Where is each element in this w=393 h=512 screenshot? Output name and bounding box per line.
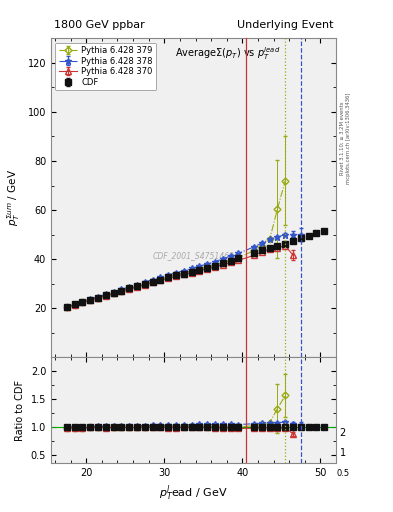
Text: 0.5: 0.5 xyxy=(336,469,349,478)
Legend: Pythia 6.428 379, Pythia 6.428 378, Pythia 6.428 370, CDF: Pythia 6.428 379, Pythia 6.428 378, Pyth… xyxy=(55,42,156,90)
X-axis label: $p_T^{l}$ead / GeV: $p_T^{l}$ead / GeV xyxy=(159,484,228,503)
Text: Underlying Event: Underlying Event xyxy=(237,20,333,30)
Text: Average$\Sigma(p_T)$ vs $p_T^{lead}$: Average$\Sigma(p_T)$ vs $p_T^{lead}$ xyxy=(175,45,281,61)
Text: 1800 GeV ppbar: 1800 GeV ppbar xyxy=(54,20,145,30)
Text: CDF_2001_S4751469: CDF_2001_S4751469 xyxy=(152,251,235,260)
Text: mcplots.cern.ch [arXiv:1306.3436]: mcplots.cern.ch [arXiv:1306.3436] xyxy=(347,93,351,184)
Text: 1: 1 xyxy=(340,448,346,458)
Text: Rivet 3.1.10; ≥ 3.2M events: Rivet 3.1.10; ≥ 3.2M events xyxy=(340,101,345,175)
Text: 2: 2 xyxy=(340,428,346,438)
Y-axis label: $p_T^{\Sigma um}$ / GeV: $p_T^{\Sigma um}$ / GeV xyxy=(6,169,22,226)
Y-axis label: Ratio to CDF: Ratio to CDF xyxy=(15,380,25,441)
